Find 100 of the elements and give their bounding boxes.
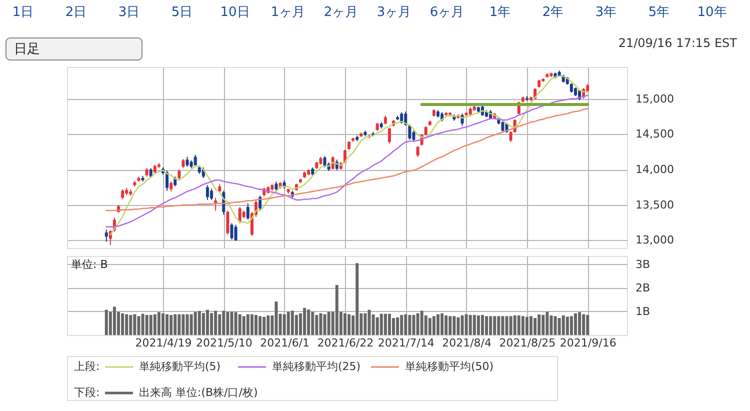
bar [315, 314, 318, 335]
bar [218, 314, 222, 335]
bar [444, 315, 448, 335]
bar [125, 314, 128, 335]
bar [448, 316, 452, 335]
bar [348, 314, 351, 335]
bar [550, 315, 553, 335]
bar [364, 313, 367, 335]
bar [485, 316, 488, 335]
bar [428, 318, 432, 335]
text: 1ヶ月 [270, 5, 306, 20]
legend-title: 下段: [74, 386, 100, 399]
candlestick [234, 224, 238, 242]
bar [380, 314, 383, 335]
bar [501, 316, 504, 335]
bar [254, 314, 258, 335]
candlestick [206, 184, 209, 200]
bar [286, 312, 290, 335]
bar [356, 263, 359, 335]
bar [400, 314, 404, 335]
bar [319, 313, 322, 335]
bar [376, 317, 379, 335]
bar [566, 316, 569, 335]
legend-label: 単純移動平均(5) [139, 360, 221, 373]
bar [238, 314, 242, 335]
bar [133, 314, 136, 335]
bar [290, 310, 294, 335]
text: 1日 [12, 5, 34, 20]
bar [206, 310, 209, 335]
bar [327, 312, 330, 335]
x-tick-label: 2021/8/4 [442, 336, 492, 350]
bar [416, 313, 420, 335]
bar [174, 314, 177, 335]
bar [372, 314, 375, 335]
bar [562, 315, 565, 335]
bar [258, 316, 262, 335]
bar [294, 314, 298, 335]
y-tick-label: 14,000 [636, 163, 674, 176]
bar [157, 312, 160, 335]
candlestick [230, 222, 234, 240]
bar [141, 314, 144, 335]
y-tick-label: 15,000 [636, 92, 674, 106]
text: 3年 [595, 5, 617, 20]
bar [530, 316, 533, 335]
bar [578, 312, 582, 335]
bar [311, 312, 314, 335]
bar [161, 313, 164, 335]
bar [558, 318, 561, 335]
bar [104, 310, 108, 335]
y-tick-label: 14,500 [636, 128, 674, 141]
candlestick [238, 206, 242, 224]
y-tick-label: 13,000 [636, 234, 674, 247]
bar [234, 312, 238, 335]
legend-label: 出来高 単位:(B株/口/枚) [139, 386, 258, 399]
line-series [106, 108, 588, 212]
bar [246, 314, 250, 335]
bar [388, 314, 391, 335]
bar [178, 314, 181, 335]
bar [129, 314, 132, 335]
candlestick [424, 126, 428, 136]
candlestick [121, 188, 124, 200]
bar [137, 316, 140, 335]
bar [534, 318, 537, 335]
y-tick-label: 13,500 [636, 198, 674, 212]
bar [282, 314, 286, 335]
candlestick [416, 146, 420, 158]
x-tick-label: 2021/7/14 [378, 336, 434, 350]
bar [456, 317, 460, 335]
bar [538, 314, 541, 335]
text: 2ヶ月 [324, 5, 358, 20]
candlestick [182, 158, 185, 169]
bar [493, 316, 496, 335]
x-tick-label: 2021/8/25 [499, 336, 556, 350]
bar [149, 314, 152, 335]
text: 5年 [648, 5, 670, 20]
text: 6ヶ月 [430, 5, 464, 20]
bar [274, 302, 278, 335]
bar [468, 314, 472, 335]
bar [198, 310, 201, 335]
legend-label: 単純移動平均(50) [405, 360, 494, 373]
bar [509, 316, 512, 335]
text: 5日 [171, 5, 193, 20]
candlestick [501, 120, 504, 133]
text: 2年 [542, 5, 564, 20]
candlestick [210, 188, 214, 200]
bar [266, 315, 270, 335]
bar [440, 313, 444, 335]
text: 1年 [489, 5, 511, 20]
bar [480, 314, 484, 335]
text: 10年 [697, 5, 727, 20]
bar [230, 312, 234, 335]
bar [420, 310, 424, 335]
bar [323, 314, 326, 335]
y-tick-label: 3B [636, 258, 650, 271]
x-tick-label: 2021/6/22 [317, 336, 374, 350]
x-tick-label: 2021/4/19 [135, 336, 192, 350]
bar [464, 314, 468, 335]
bar [368, 310, 371, 335]
bar [554, 316, 557, 335]
candlestick [186, 156, 189, 168]
